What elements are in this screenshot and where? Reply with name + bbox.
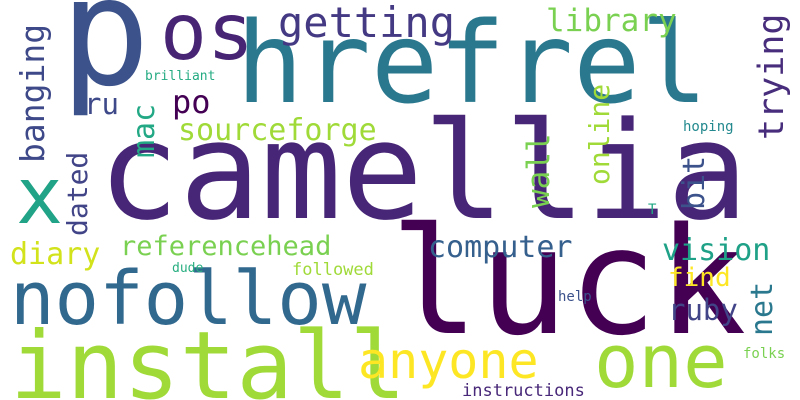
word-online: online <box>583 83 616 185</box>
word-find: find <box>668 263 731 293</box>
word-library: library <box>546 3 677 39</box>
word-one: one <box>594 319 728 400</box>
word-mac: mac <box>127 103 162 158</box>
word-getting: getting <box>278 0 456 47</box>
word-p: p <box>60 0 151 120</box>
word-dude: dude <box>172 261 204 276</box>
word-sourceforge: sourceforge <box>178 113 377 148</box>
word-install: install <box>10 312 407 400</box>
word-followed: followed <box>292 260 374 280</box>
word-trying: trying <box>752 13 792 140</box>
word-nofollow: nofollow <box>10 256 367 342</box>
word-dated: dated <box>61 151 94 236</box>
word-anyone: anyone <box>358 332 539 390</box>
word-banging: banging <box>13 23 52 163</box>
word-hoping: hoping <box>683 119 734 135</box>
word-folks: folks <box>743 346 786 362</box>
word-po: po <box>172 83 211 121</box>
word-ru: ru <box>84 87 119 121</box>
word-computer: computer <box>428 230 573 265</box>
word-diary: diary <box>10 237 101 272</box>
word-x: x <box>16 152 63 242</box>
word-brilliant: brilliant <box>145 69 216 84</box>
word-camellia: camellia <box>98 93 749 250</box>
word-instructions: instructions <box>462 381 585 400</box>
word-net: net <box>745 281 780 336</box>
word-os: os <box>160 0 254 78</box>
word-referencehead: referencehead <box>120 231 332 262</box>
word-t: T <box>648 202 657 218</box>
word-help: help <box>558 289 592 305</box>
word-ruby: ruby <box>668 293 738 327</box>
word-wall: wall <box>521 133 557 208</box>
word-vision: vision <box>662 233 771 268</box>
word-luck: luck <box>390 196 747 368</box>
word-bit: bit <box>677 155 712 210</box>
word-hrefrel: hrefrel <box>236 0 709 129</box>
